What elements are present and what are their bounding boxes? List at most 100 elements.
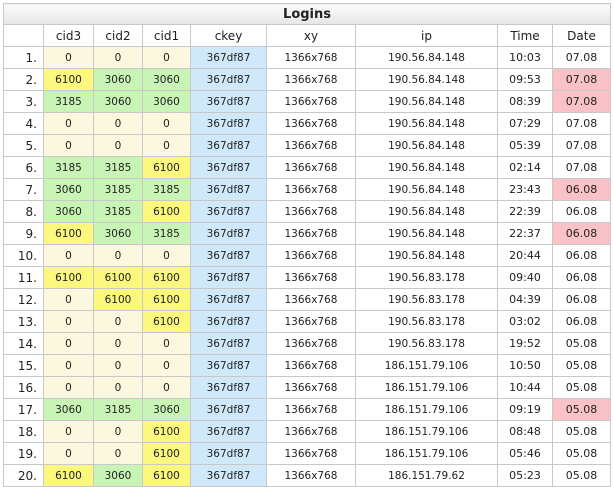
col-header-cid2[interactable]: cid2 bbox=[93, 24, 143, 47]
cell-ip: 186.151.79.106 bbox=[355, 376, 498, 399]
table-row[interactable]: 15. 0 0 0 367df87 1366x768 186.151.79.106 10:50… bbox=[3, 354, 612, 377]
cell-ckey: 367df87 bbox=[190, 200, 267, 223]
table-row[interactable]: 9. 6100 3060 3185 367df87 1366x768 190.56.84.1… bbox=[3, 222, 612, 245]
row-index: 2. bbox=[3, 68, 44, 91]
cell-xy: 1366x768 bbox=[266, 134, 356, 157]
table-row[interactable]: 6. 3185 3185 6100 367df87 1366x768 190.56.84.1… bbox=[3, 156, 612, 179]
cell-ckey: 367df87 bbox=[190, 310, 267, 333]
cell-cid3: 3060 bbox=[43, 398, 94, 421]
cell-ckey: 367df87 bbox=[190, 134, 267, 157]
cell-cid1: 0 bbox=[142, 332, 191, 355]
table-row[interactable]: 10. 0 0 0 367df87 1366x768 190.56.84.148 20:44 0… bbox=[3, 244, 612, 267]
table-row[interactable]: 1. 0 0 0 367df87 1366x768 190.56.84.148 10:03 07… bbox=[3, 46, 612, 69]
cell-ip: 186.151.79.106 bbox=[355, 442, 498, 465]
cell-cid1: 0 bbox=[142, 112, 191, 135]
cell-ip: 190.56.84.148 bbox=[355, 46, 498, 69]
cell-cid3: 0 bbox=[43, 354, 94, 377]
table-row[interactable]: 7. 3060 3185 3185 367df87 1366x768 190.56.84.1… bbox=[3, 178, 612, 201]
col-header-cid3[interactable]: cid3 bbox=[43, 24, 94, 47]
table-row[interactable]: 17. 3060 3185 3060 367df87 1366x768 186.151.79… bbox=[3, 398, 612, 421]
cell-date: 06.08 bbox=[551, 200, 612, 223]
row-index: 19. bbox=[3, 442, 44, 465]
table-row[interactable]: 2. 6100 3060 3060 367df87 1366x768 190.56.84.1… bbox=[3, 68, 612, 91]
cell-cid2: 6100 bbox=[93, 266, 143, 289]
cell-cid2: 0 bbox=[93, 112, 143, 135]
row-index: 17. bbox=[3, 398, 44, 421]
cell-time: 08:39 bbox=[497, 90, 553, 113]
cell-ip: 190.56.84.148 bbox=[355, 90, 498, 113]
col-header-date[interactable]: Date bbox=[551, 24, 612, 47]
cell-ckey: 367df87 bbox=[190, 464, 267, 487]
cell-cid1: 0 bbox=[142, 244, 191, 267]
cell-time: 03:02 bbox=[497, 310, 553, 333]
cell-ckey: 367df87 bbox=[190, 332, 267, 355]
cell-cid3: 0 bbox=[43, 288, 94, 311]
cell-cid2: 0 bbox=[93, 332, 143, 355]
table-row[interactable]: 18. 0 0 6100 367df87 1366x768 186.151.79.106 08… bbox=[3, 420, 612, 443]
table-row[interactable]: 14. 0 0 0 367df87 1366x768 190.56.83.178 19:52 0… bbox=[3, 332, 612, 355]
col-header-ckey[interactable]: ckey bbox=[190, 24, 267, 47]
cell-cid2: 3060 bbox=[93, 90, 143, 113]
cell-date: 07.08 bbox=[551, 112, 612, 135]
cell-cid3: 0 bbox=[43, 244, 94, 267]
cell-cid3: 3185 bbox=[43, 90, 94, 113]
row-index: 20. bbox=[3, 464, 44, 487]
cell-xy: 1366x768 bbox=[266, 310, 356, 333]
table-row[interactable]: 12. 0 6100 6100 367df87 1366x768 190.56.83.178… bbox=[3, 288, 612, 311]
col-header-xy[interactable]: xy bbox=[266, 24, 356, 47]
cell-xy: 1366x768 bbox=[266, 442, 356, 465]
cell-time: 05:46 bbox=[497, 442, 553, 465]
cell-ip: 186.151.79.62 bbox=[355, 464, 498, 487]
table-title: Logins bbox=[2, 3, 612, 25]
table-row[interactable]: 4. 0 0 0 367df87 1366x768 190.56.84.148 07:29 07… bbox=[3, 112, 612, 135]
cell-date: 07.08 bbox=[551, 68, 612, 91]
cell-ip: 190.56.84.148 bbox=[355, 244, 498, 267]
table-row[interactable]: 3. 3185 3060 3060 367df87 1366x768 190.56.84.1… bbox=[3, 90, 612, 113]
row-index: 4. bbox=[3, 112, 44, 135]
cell-cid2: 3185 bbox=[93, 178, 143, 201]
table-row[interactable]: 11. 6100 6100 6100 367df87 1366x768 190.56.83.… bbox=[3, 266, 612, 289]
table-row[interactable]: 16. 0 0 0 367df87 1366x768 186.151.79.106 10:44… bbox=[3, 376, 612, 399]
cell-xy: 1366x768 bbox=[266, 222, 356, 245]
cell-ckey: 367df87 bbox=[190, 90, 267, 113]
cell-cid3: 3060 bbox=[43, 178, 94, 201]
cell-date: 05.08 bbox=[551, 376, 612, 399]
cell-cid1: 0 bbox=[142, 134, 191, 157]
table-row[interactable]: 19. 0 0 6100 367df87 1366x768 186.151.79.106 05… bbox=[3, 442, 612, 465]
cell-date: 05.08 bbox=[551, 398, 612, 421]
cell-time: 08:48 bbox=[497, 420, 553, 443]
table-row[interactable]: 5. 0 0 0 367df87 1366x768 190.56.84.148 05:39 07… bbox=[3, 134, 612, 157]
cell-cid1: 3060 bbox=[142, 90, 191, 113]
cell-xy: 1366x768 bbox=[266, 288, 356, 311]
col-header-ip[interactable]: ip bbox=[355, 24, 498, 47]
table-row[interactable]: 8. 3060 3185 6100 367df87 1366x768 190.56.84.1… bbox=[3, 200, 612, 223]
cell-time: 10:50 bbox=[497, 354, 553, 377]
logins-panel: Logins cid3 cid2 cid1 ckey xy ip Time Da… bbox=[2, 3, 612, 487]
cell-cid2: 3060 bbox=[93, 68, 143, 91]
cell-ip: 190.56.84.148 bbox=[355, 68, 498, 91]
cell-cid2: 0 bbox=[93, 310, 143, 333]
cell-ckey: 367df87 bbox=[190, 222, 267, 245]
cell-cid1: 0 bbox=[142, 46, 191, 69]
cell-time: 05:39 bbox=[497, 134, 553, 157]
row-index: 11. bbox=[3, 266, 44, 289]
cell-xy: 1366x768 bbox=[266, 90, 356, 113]
table-row[interactable]: 13. 0 0 6100 367df87 1366x768 190.56.83.178 03:… bbox=[3, 310, 612, 333]
cell-xy: 1366x768 bbox=[266, 178, 356, 201]
cell-cid1: 6100 bbox=[142, 266, 191, 289]
cell-cid3: 0 bbox=[43, 134, 94, 157]
cell-ckey: 367df87 bbox=[190, 68, 267, 91]
table-row[interactable]: 20. 6100 3060 6100 367df87 1366x768 186.151.79… bbox=[3, 464, 612, 487]
cell-ip: 190.56.83.178 bbox=[355, 332, 498, 355]
cell-xy: 1366x768 bbox=[266, 464, 356, 487]
cell-cid1: 6100 bbox=[142, 200, 191, 223]
cell-time: 09:40 bbox=[497, 266, 553, 289]
row-index: 13. bbox=[3, 310, 44, 333]
cell-xy: 1366x768 bbox=[266, 156, 356, 179]
col-header-cid1[interactable]: cid1 bbox=[142, 24, 191, 47]
col-header-time[interactable]: Time bbox=[497, 24, 553, 47]
cell-cid3: 0 bbox=[43, 442, 94, 465]
cell-ip: 190.56.84.148 bbox=[355, 156, 498, 179]
cell-cid2: 0 bbox=[93, 244, 143, 267]
row-index: 15. bbox=[3, 354, 44, 377]
